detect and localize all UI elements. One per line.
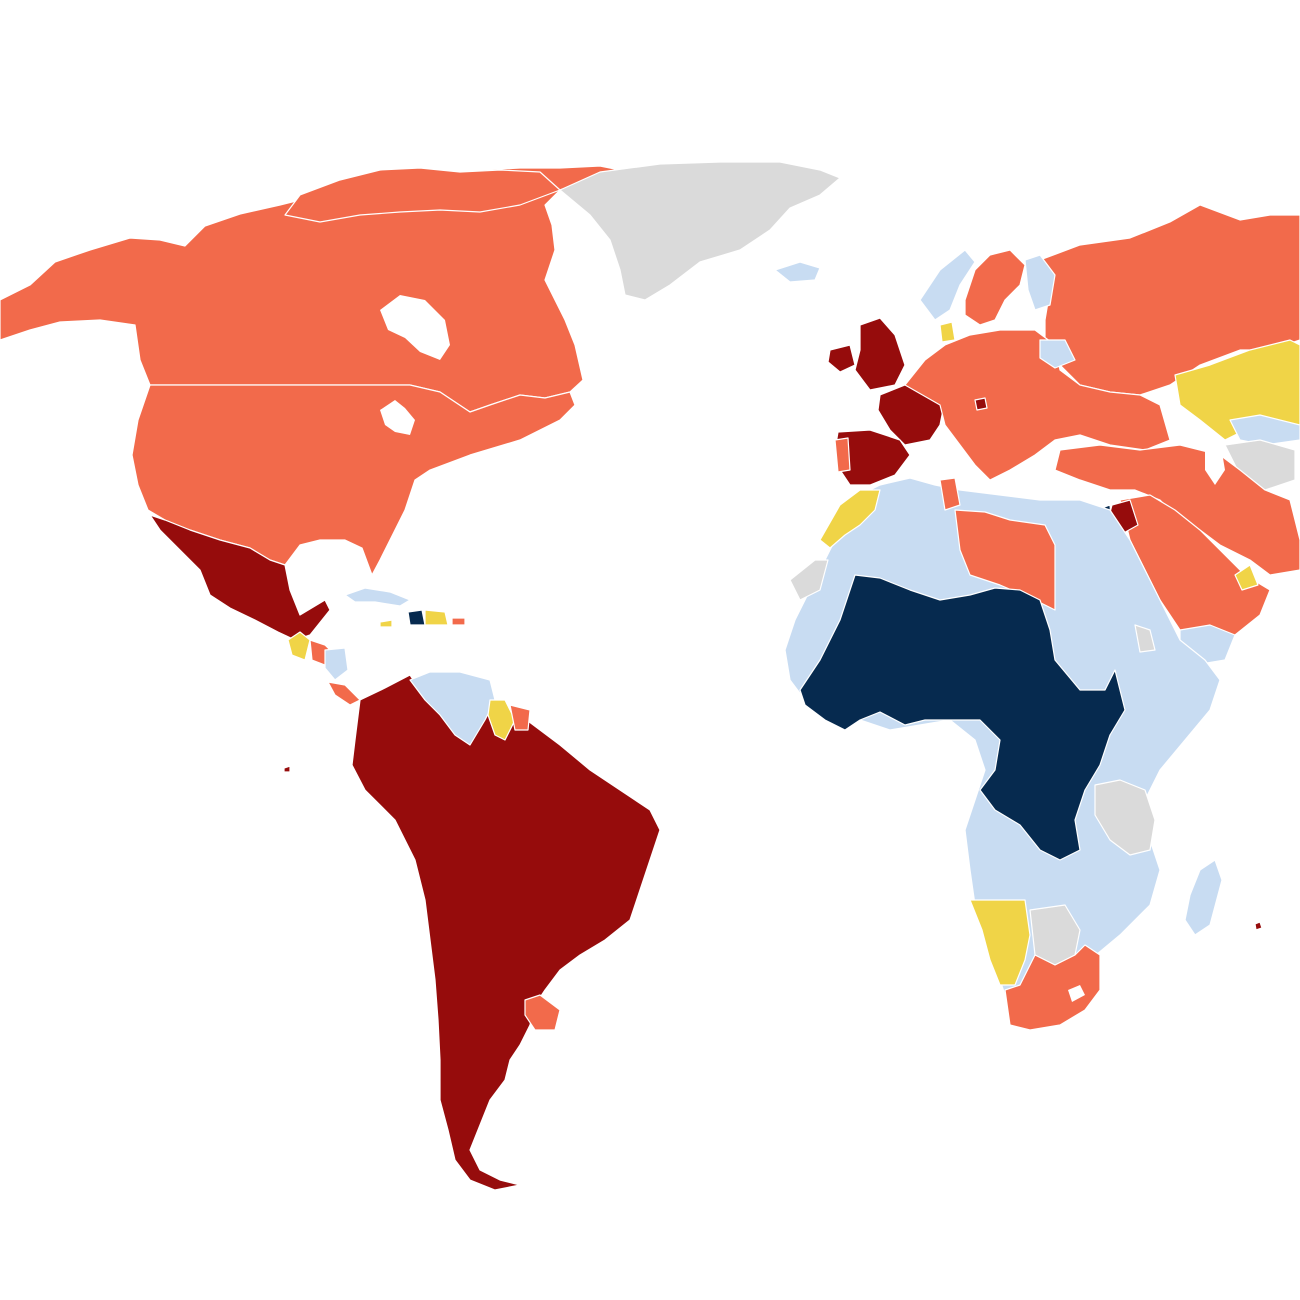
region-egypt-gray (1134, 624, 1156, 653)
region-panama (327, 681, 361, 706)
region-denmark (939, 321, 956, 343)
region-guyana (487, 699, 516, 741)
region-small-island-1 (283, 765, 291, 773)
region-puerto-rico (451, 617, 466, 626)
region-central-asia-pale (1229, 414, 1300, 446)
region-jamaica (379, 619, 393, 628)
north-america-region (0, 161, 841, 706)
region-small-island-2 (1254, 921, 1263, 931)
region-norway-coast (919, 249, 976, 321)
region-mexico (149, 514, 331, 641)
region-finland (1024, 254, 1056, 311)
region-namibia (969, 899, 1031, 986)
region-caspian (1205, 440, 1225, 485)
region-arctic-islands (284, 167, 561, 223)
region-belarus (1039, 339, 1076, 369)
region-europe-central (904, 329, 1171, 481)
region-portugal (834, 437, 851, 473)
region-morocco (819, 489, 881, 549)
great-lakes (380, 400, 415, 435)
region-mozambique-gray (1094, 779, 1156, 856)
region-ireland (827, 344, 856, 373)
region-middle-east (1054, 444, 1300, 576)
region-greenland (559, 161, 841, 301)
region-lesotho-pale (1068, 985, 1085, 1002)
region-small-navy-europe (974, 397, 988, 411)
region-western-sahara (789, 559, 829, 601)
hudson-bay (380, 295, 450, 360)
region-south-africa (1004, 944, 1101, 1031)
region-scandinavia-coral (964, 249, 1026, 326)
region-uk (854, 317, 906, 391)
region-suriname (509, 704, 531, 731)
region-libya (954, 509, 1056, 611)
region-iceland (774, 261, 821, 283)
region-madagascar (1184, 859, 1223, 936)
region-central-america-pale (324, 647, 349, 681)
region-haiti (407, 609, 426, 626)
africa-region (784, 477, 1223, 1031)
region-uruguay (524, 994, 561, 1031)
region-tunisia (939, 477, 961, 511)
region-cuba (344, 587, 411, 607)
region-south-america-main (351, 674, 661, 1191)
south-america-region (351, 671, 661, 1191)
region-uae (1234, 564, 1259, 591)
region-venezuela (409, 671, 496, 746)
region-west-central-africa-navy (799, 574, 1126, 861)
region-dominican-rep (424, 609, 449, 626)
region-central-america-yellow (287, 631, 311, 661)
eurasia-region (774, 204, 1300, 666)
